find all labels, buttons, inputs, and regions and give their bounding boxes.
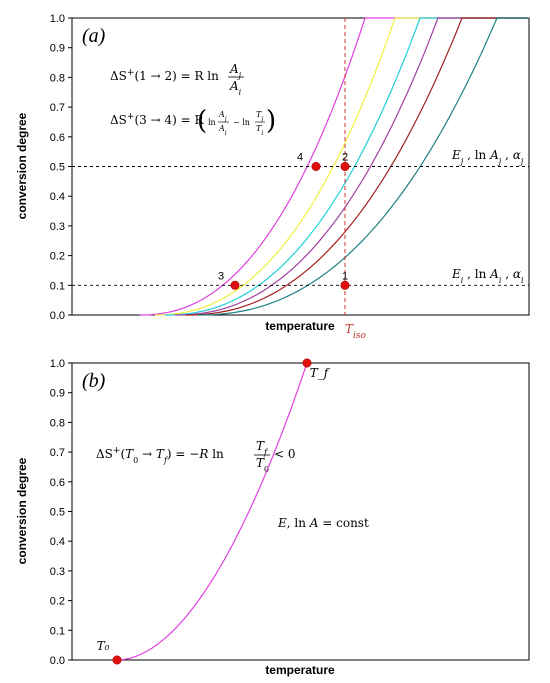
panel-a-ytick-label: 0.6 bbox=[50, 132, 65, 144]
svg-text:ΔS+(T0 → Tf) = −R ln: ΔS+(T0 → Tf) = −R ln bbox=[96, 446, 224, 465]
panel-b-ytick-label: 0.4 bbox=[50, 536, 65, 548]
svg-text:Aj: Aj bbox=[229, 62, 242, 80]
svg-text:< 0: < 0 bbox=[274, 447, 296, 461]
panel-b-ytick-label: 0.6 bbox=[50, 477, 65, 489]
svg-text:ln: ln bbox=[208, 118, 216, 127]
svg-text:Ti: Ti bbox=[256, 124, 263, 137]
curve-a-series-1 bbox=[140, 17, 529, 316]
point-label-2: 2 bbox=[342, 152, 348, 164]
panel-a-ytick-label: 0.4 bbox=[50, 191, 65, 203]
panel-b-ytick-label: 0.1 bbox=[50, 625, 65, 637]
point-4 bbox=[311, 162, 321, 172]
svg-text:− ln: − ln bbox=[233, 118, 250, 127]
point-label-1: 1 bbox=[342, 270, 348, 282]
svg-text:ΔS+(1 → 2) = R ln: ΔS+(1 → 2) = R ln bbox=[110, 68, 219, 83]
panel-b-ytick-label: 0.3 bbox=[50, 566, 65, 578]
point-label-3: 3 bbox=[218, 270, 224, 282]
curve-a-series-6 bbox=[198, 17, 529, 316]
panel-b-ytick-label: 0.9 bbox=[50, 388, 65, 400]
svg-text:ΔS+(3 → 4) = R: ΔS+(3 → 4) = R bbox=[110, 112, 204, 127]
curve-a-series-4 bbox=[175, 17, 529, 316]
svg-text:): ) bbox=[266, 106, 276, 136]
level-lines-a bbox=[72, 166, 529, 286]
panel-label-b: (b) bbox=[82, 370, 106, 392]
point-b-1 bbox=[112, 655, 122, 665]
panel-b-ytick-label: 0.0 bbox=[50, 655, 65, 667]
panel-a-ytick-label: 0.7 bbox=[50, 102, 65, 114]
equation-2-a: ΔS+(3 → 4) = R ( ln Aj Ai − ln Tj Ti ) bbox=[110, 106, 276, 137]
svg-text:(: ( bbox=[197, 106, 207, 136]
point-label-4: 4 bbox=[297, 152, 303, 164]
const-label-b: E, ln A = const bbox=[277, 516, 369, 530]
point-b-2 bbox=[302, 358, 312, 368]
plot-area-b bbox=[71, 362, 530, 661]
y-axis-a: 0.0 0.1 0.2 0.3 0.4 0.5 0.6 0.7 0.8 0.9 1.0 bbox=[50, 13, 72, 322]
chart-panel-b: 0.0 0.1 0.2 0.3 0.4 0.5 0.6 0.7 0.8 0.9 1.0 (b) te… bbox=[15, 358, 530, 677]
svg-text:Ei , ln Ai , αi: Ei , ln Ai , αi bbox=[451, 267, 524, 285]
y-axis-label-b: conversion degree bbox=[15, 457, 29, 564]
svg-text:Tj: Tj bbox=[256, 110, 263, 123]
equation-1-a: ΔS+(1 → 2) = R ln Aj Ai bbox=[110, 62, 244, 97]
svg-text:Ai: Ai bbox=[218, 124, 227, 137]
panel-b-ytick-label: 0.8 bbox=[50, 417, 65, 429]
points-a: 1 2 3 4 bbox=[218, 152, 350, 290]
level-label-upper: Ej , ln Aj , αj bbox=[451, 148, 524, 166]
point-b-label-2: T_f bbox=[310, 366, 331, 380]
point-3 bbox=[230, 280, 240, 290]
x-axis-label-b: temperature bbox=[265, 663, 335, 677]
svg-text:Ej , ln Aj , αj: Ej , ln Aj , αj bbox=[451, 148, 524, 166]
svg-text:E, ln A = const: E, ln A = const bbox=[277, 516, 369, 530]
curves-a bbox=[140, 17, 529, 316]
panel-a-ytick-label: 0.9 bbox=[50, 43, 65, 55]
panel-a-ytick-label: 0.1 bbox=[50, 280, 65, 292]
point-1 bbox=[340, 280, 350, 290]
curve-a-series-5 bbox=[185, 17, 529, 316]
panel-a-ytick-label: 0.8 bbox=[50, 72, 65, 84]
panel-b-ytick-label: 0.5 bbox=[50, 507, 65, 519]
panel-a-ytick-label: 0.5 bbox=[50, 162, 65, 174]
points-b: T₀ T_f bbox=[97, 358, 331, 665]
x-axis-label-a: temperature bbox=[265, 319, 335, 333]
y-axis-b: 0.0 0.1 0.2 0.3 0.4 0.5 0.6 0.7 0.8 0.9 1.0 bbox=[50, 358, 72, 667]
y-axis-label-a: conversion degree bbox=[15, 112, 29, 219]
panel-b-ytick-label: 0.7 bbox=[50, 447, 65, 459]
curve-a-series-2 bbox=[155, 17, 529, 316]
svg-text:Aj: Aj bbox=[218, 110, 227, 123]
panel-b-ytick-label: 1.0 bbox=[50, 358, 65, 370]
point-b-label-1: T₀ bbox=[97, 639, 110, 653]
point-2 bbox=[340, 162, 350, 172]
panel-b-ytick-label: 0.2 bbox=[50, 596, 65, 608]
curve-a-series-3 bbox=[165, 17, 529, 316]
curve-b-series bbox=[116, 362, 308, 661]
panel-a-ytick-label: 0.3 bbox=[50, 221, 65, 233]
panel-a-ytick-label: 1.0 bbox=[50, 13, 65, 25]
curve-b bbox=[116, 362, 308, 661]
t-iso-label: Tiso bbox=[345, 322, 367, 341]
panel-a-ytick-label: 0.2 bbox=[50, 251, 65, 263]
level-label-lower: Ei , ln Ai , αi bbox=[451, 267, 524, 285]
panel-a-ytick-label: 0.0 bbox=[50, 310, 65, 322]
chart-panel-a: 0.0 0.1 0.2 0.3 0.4 0.5 0.6 0.7 0.8 0.9 1.0 (a) te… bbox=[15, 13, 530, 341]
panel-label-a: (a) bbox=[82, 25, 106, 47]
svg-text:Ai: Ai bbox=[229, 79, 242, 97]
